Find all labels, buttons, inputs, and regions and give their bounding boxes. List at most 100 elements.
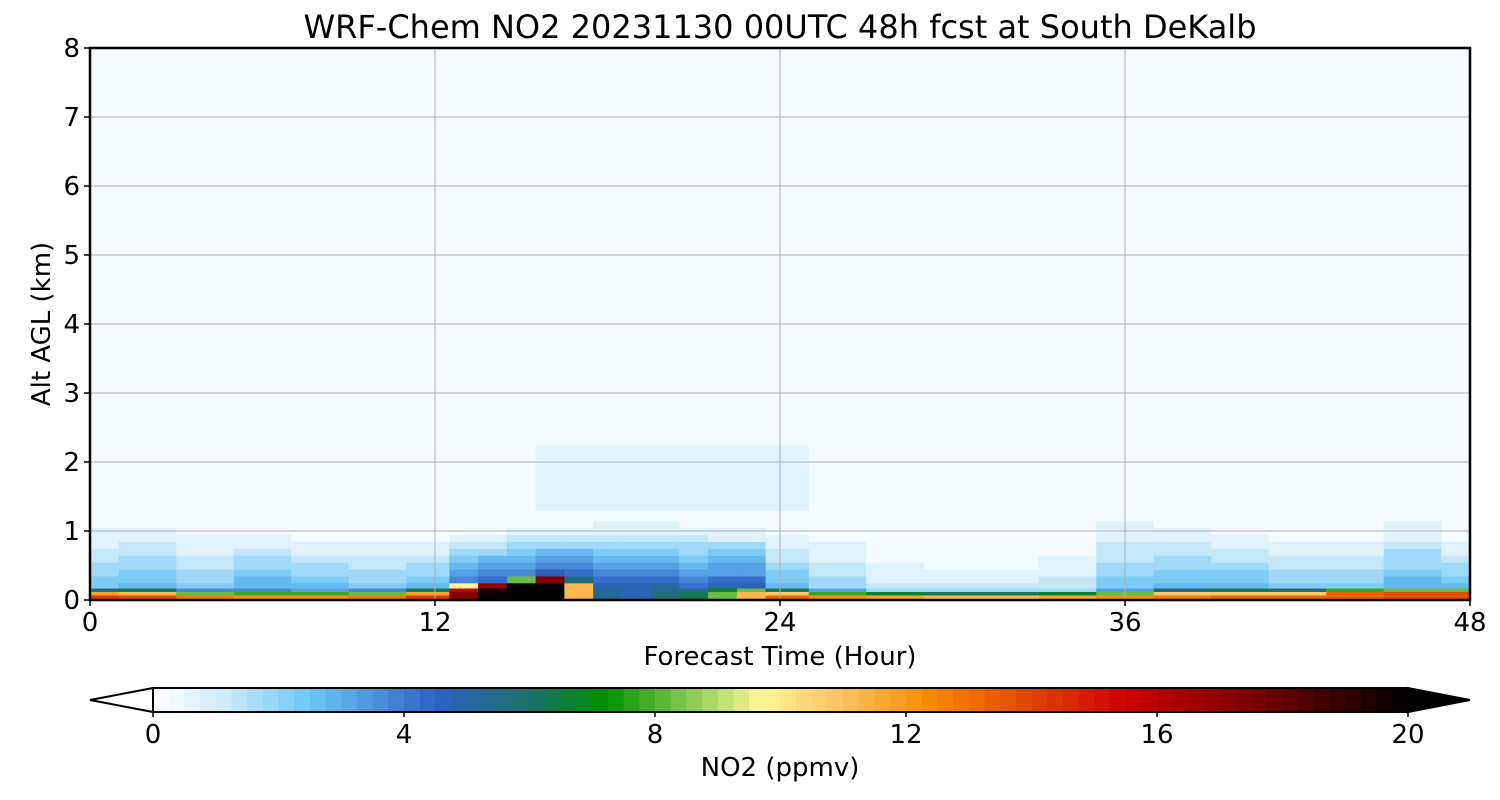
heatmap-cell xyxy=(765,510,810,522)
heatmap-cell xyxy=(449,555,479,563)
heatmap-cell xyxy=(621,520,652,529)
heatmap-cell xyxy=(621,468,652,484)
heatmap-cell xyxy=(650,520,680,529)
colorbar-segment xyxy=(749,688,766,712)
heatmap-cell xyxy=(1153,496,1212,511)
heatmap-cell xyxy=(866,482,925,498)
heatmap-cell xyxy=(90,468,120,484)
colorbar-segment xyxy=(435,688,452,712)
heatmap-cell xyxy=(650,582,680,589)
heatmap-cell xyxy=(765,582,810,589)
heatmap-cell xyxy=(506,496,537,511)
heatmap-cell xyxy=(923,541,982,549)
plot-area xyxy=(88,46,1472,602)
colorbar-segment xyxy=(968,688,986,712)
heatmap-cell xyxy=(708,582,738,589)
heatmap-cell xyxy=(736,568,767,577)
heatmap-cell xyxy=(923,520,982,529)
heatmap-cell xyxy=(923,482,982,498)
heatmap-cell xyxy=(708,48,738,84)
heatmap-cell xyxy=(291,582,350,589)
colorbar-segment xyxy=(921,688,938,712)
heatmap-cell xyxy=(593,410,623,446)
heatmap-cell xyxy=(233,587,292,592)
heatmap-cell xyxy=(291,520,350,529)
heatmap-cell xyxy=(621,534,652,542)
heatmap-cell xyxy=(808,48,867,84)
heatmap-cell xyxy=(981,534,1040,542)
heatmap-cell xyxy=(506,548,537,556)
heatmap-cell xyxy=(564,444,594,470)
colorbar-segment xyxy=(1125,688,1142,712)
heatmap-cell xyxy=(406,587,450,592)
heatmap-cell xyxy=(708,548,738,556)
heatmap-cell xyxy=(478,534,508,542)
heatmap-cell xyxy=(1268,510,1327,522)
heatmap-cell xyxy=(765,541,810,549)
heatmap-cell xyxy=(506,587,537,592)
colorbar-segment xyxy=(1345,688,1362,712)
heatmap-cell xyxy=(923,358,982,411)
colorbar-segment xyxy=(388,688,405,712)
colorbar-segment xyxy=(623,688,640,712)
heatmap-cell xyxy=(765,358,810,411)
heatmap-cell xyxy=(808,358,867,411)
heatmap-cell xyxy=(478,562,508,570)
heatmap-cell xyxy=(1211,48,1270,84)
heatmap-cell xyxy=(621,548,652,556)
heatmap-cell xyxy=(406,594,450,599)
heatmap-cell xyxy=(449,510,479,522)
colorbar-max-extension xyxy=(1407,686,1471,714)
heatmap-cell xyxy=(679,496,709,511)
colorbar-segment xyxy=(780,688,797,712)
heatmap-cell xyxy=(478,510,508,522)
heatmap-cell xyxy=(1326,591,1385,596)
heatmap-cell xyxy=(348,562,407,570)
heatmap-cell xyxy=(621,562,652,570)
heatmap-cell xyxy=(176,594,235,599)
heatmap-cell xyxy=(1441,358,1470,411)
heatmap-cell xyxy=(1153,562,1212,570)
y-tick-label: 7 xyxy=(63,103,80,133)
y-tick-label: 2 xyxy=(63,448,80,478)
heatmap-cell xyxy=(736,587,767,592)
heatmap-cell xyxy=(118,555,177,563)
heatmap-cell xyxy=(233,548,292,556)
heatmap-cell xyxy=(291,594,350,599)
heatmap-cell xyxy=(621,410,652,446)
heatmap-cell xyxy=(176,496,235,511)
heatmap-cell xyxy=(765,496,810,511)
heatmap-cell xyxy=(679,444,709,470)
heatmap-cell xyxy=(176,541,235,549)
heatmap-cell xyxy=(1383,594,1442,599)
colorbar-segment xyxy=(796,688,813,712)
colorbar-segment xyxy=(858,688,876,712)
heatmap-cell xyxy=(1211,582,1270,589)
heatmap-cell xyxy=(593,568,623,577)
heatmap-cell xyxy=(866,568,925,577)
x-tick-label: 0 xyxy=(82,608,99,638)
colorbar-label: NO2 (ppmv) xyxy=(701,753,860,783)
heatmap-cell xyxy=(736,48,767,84)
colorbar-tick-label: 4 xyxy=(396,720,413,750)
colorbar-segment xyxy=(231,688,248,712)
heatmap-cell xyxy=(650,587,680,592)
heatmap-cell xyxy=(866,358,925,411)
heatmap-cell xyxy=(621,510,652,522)
heatmap-cell xyxy=(981,510,1040,522)
heatmap-cell xyxy=(736,591,767,596)
heatmap-cell xyxy=(808,534,867,542)
heatmap-cell xyxy=(1441,582,1470,589)
heatmap-cell xyxy=(981,520,1040,529)
heatmap-cell xyxy=(90,482,120,498)
heatmap-cell xyxy=(866,591,925,596)
heatmap-cell xyxy=(1153,587,1212,592)
y-tick-label: 1 xyxy=(63,517,80,547)
heatmap-cell xyxy=(535,548,565,556)
heatmap-cell xyxy=(808,468,867,484)
heatmap-cell xyxy=(118,468,177,484)
heatmap-cell xyxy=(1268,582,1327,589)
heatmap-cell xyxy=(1268,575,1327,584)
heatmap-cell xyxy=(348,555,407,563)
heatmap-cell xyxy=(348,587,407,592)
